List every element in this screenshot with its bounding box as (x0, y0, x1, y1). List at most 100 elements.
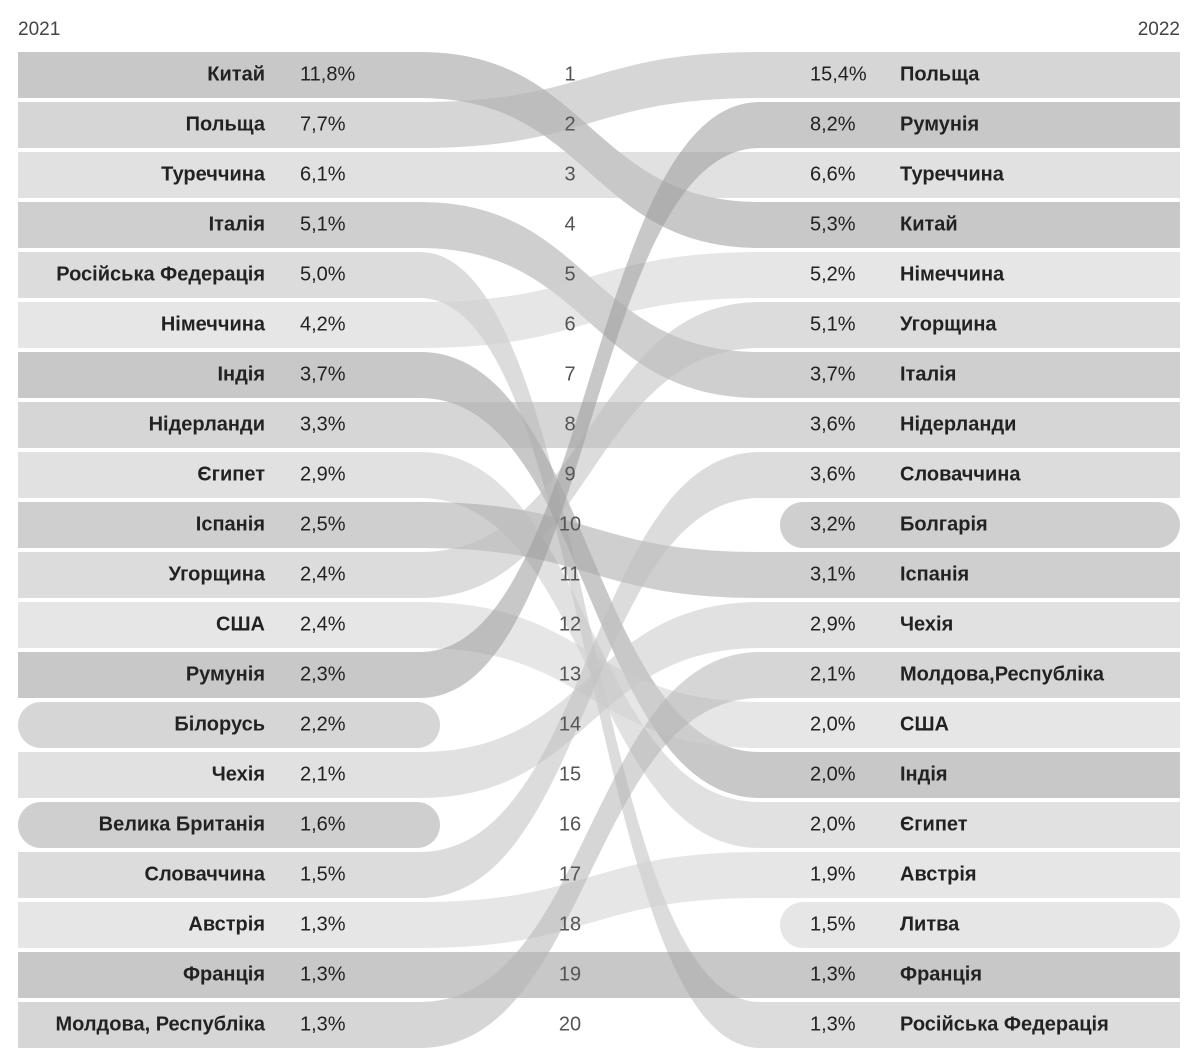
ribbon-stub (18, 702, 440, 748)
left-country: Іспанія (196, 513, 265, 535)
right-country: Литва (900, 913, 960, 935)
left-country: Велика Британія (99, 813, 265, 835)
right-country: Болгарія (900, 513, 988, 535)
rank: 13 (559, 663, 581, 685)
rank: 19 (559, 963, 581, 985)
right-country: Словаччина (900, 463, 1021, 485)
rank: 4 (564, 213, 575, 235)
rank: 2 (564, 113, 575, 135)
left-value: 1,3% (300, 913, 346, 935)
right-country: Єгипет (900, 813, 968, 835)
rank: 20 (559, 1013, 581, 1035)
ribbons (18, 52, 1180, 1048)
left-country: Молдова, Республіка (55, 1013, 265, 1035)
rank: 11 (560, 563, 581, 585)
ribbon (18, 52, 1180, 248)
right-value: 2,9% (810, 613, 856, 635)
left-value: 1,6% (300, 813, 346, 835)
left-value: 2,4% (300, 613, 346, 635)
right-country: Індія (900, 763, 948, 785)
right-value: 1,3% (810, 963, 856, 985)
ribbon-stub (780, 902, 1180, 948)
rank: 14 (559, 713, 581, 735)
left-value: 11,8% (300, 63, 355, 85)
left-country: США (216, 613, 265, 635)
right-country: Польща (900, 63, 980, 85)
rank: 1 (564, 63, 575, 85)
rank: 18 (559, 913, 581, 935)
right-country: США (900, 713, 949, 735)
rank: 12 (559, 613, 581, 635)
left-country: Білорусь (174, 713, 265, 735)
right-value: 3,7% (810, 363, 856, 385)
left-value: 3,7% (300, 363, 346, 385)
left-country: Румунія (186, 663, 265, 685)
ribbon (18, 252, 1180, 348)
right-value: 6,6% (810, 163, 856, 185)
left-value: 1,3% (300, 1013, 346, 1035)
right-country: Іспанія (900, 563, 969, 585)
right-country: Австрія (900, 863, 977, 885)
rank: 9 (564, 463, 575, 485)
right-value: 1,5% (810, 913, 856, 935)
left-country: Індія (217, 363, 265, 385)
right-value: 2,1% (810, 663, 856, 685)
right-value: 1,9% (810, 863, 856, 885)
left-country: Угорщина (168, 563, 265, 585)
right-country: Китай (900, 213, 958, 235)
ribbon-stub (18, 802, 440, 848)
ribbon (18, 152, 1180, 198)
ribbon-stub (780, 502, 1180, 548)
left-country: Чехія (212, 763, 265, 785)
right-country: Франція (900, 963, 982, 985)
right-year: 2022 (1138, 19, 1180, 40)
right-country: Італія (900, 363, 956, 385)
left-country: Нідерланди (149, 413, 265, 435)
left-value: 2,3% (300, 663, 346, 685)
left-value: 2,4% (300, 563, 346, 585)
rank: 16 (559, 813, 581, 835)
left-value: 1,5% (300, 863, 346, 885)
rank: 3 (564, 163, 575, 185)
left-country: Франція (183, 963, 265, 985)
rank: 5 (564, 263, 575, 285)
left-country: Туреччина (161, 163, 266, 185)
left-value: 1,3% (300, 963, 346, 985)
ribbon (18, 52, 1180, 148)
left-country: Італія (209, 213, 265, 235)
left-value: 4,2% (300, 313, 346, 335)
ribbon (18, 852, 1180, 948)
left-country: Китай (207, 63, 265, 85)
right-country: Молдова,Республіка (900, 663, 1105, 685)
left-value: 2,5% (300, 513, 346, 535)
right-country: Румунія (900, 113, 979, 135)
right-value: 15,4% (810, 63, 867, 85)
left-value: 6,1% (300, 163, 346, 185)
left-country: Німеччина (161, 313, 266, 335)
right-country: Російська Федерація (900, 1013, 1109, 1035)
right-value: 2,0% (810, 713, 856, 735)
ribbon (18, 652, 1180, 1048)
rank: 6 (564, 313, 575, 335)
right-value: 3,1% (810, 563, 856, 585)
left-value: 7,7% (300, 113, 346, 135)
rank: 8 (564, 413, 575, 435)
right-country: Угорщина (900, 313, 997, 335)
right-value: 3,6% (810, 413, 856, 435)
left-country: Словаччина (145, 863, 266, 885)
left-value: 3,3% (300, 413, 346, 435)
right-country: Чехія (900, 613, 953, 635)
right-country: Нідерланди (900, 413, 1016, 435)
left-value: 2,1% (300, 763, 346, 785)
left-country: Австрія (188, 913, 265, 935)
ribbon (18, 602, 1180, 798)
right-value: 2,0% (810, 813, 856, 835)
right-value: 5,3% (810, 213, 856, 235)
rank: 17 (559, 863, 581, 885)
left-value: 2,9% (300, 463, 346, 485)
left-value: 5,1% (300, 213, 346, 235)
rank: 15 (559, 763, 581, 785)
right-value: 3,2% (810, 513, 856, 535)
right-value: 1,3% (810, 1013, 856, 1035)
